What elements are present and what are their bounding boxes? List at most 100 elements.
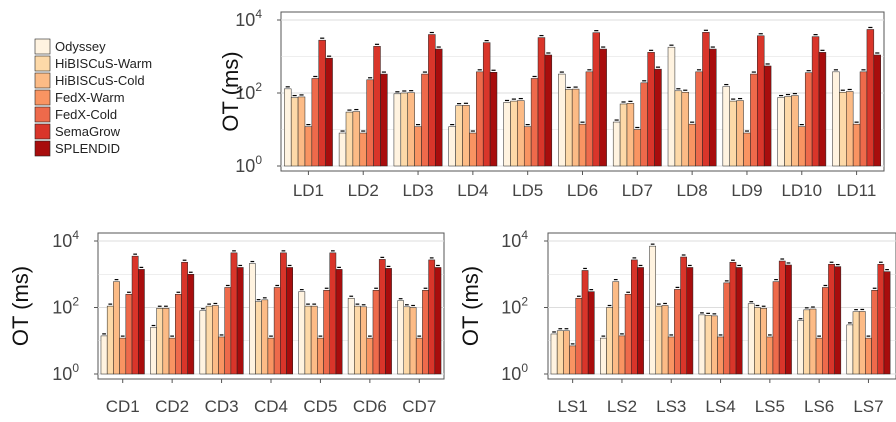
bar	[249, 263, 256, 375]
bar	[866, 29, 875, 167]
bar	[578, 123, 587, 167]
bar	[218, 336, 225, 375]
bar	[397, 300, 405, 375]
bar	[255, 301, 262, 375]
x-tick-label: LD3	[402, 181, 433, 200]
bar	[709, 48, 717, 167]
bar	[137, 269, 145, 375]
bar	[360, 306, 368, 375]
bar	[649, 245, 657, 375]
legend-swatch	[34, 55, 51, 72]
bar	[637, 267, 644, 375]
bar	[125, 294, 133, 375]
bar	[393, 93, 402, 167]
bar	[839, 91, 847, 167]
legend-swatch	[34, 123, 51, 140]
bar	[743, 132, 751, 167]
x-tick-label: LD1	[293, 181, 324, 200]
bar	[537, 37, 546, 167]
bar	[563, 330, 570, 375]
bar	[834, 266, 842, 375]
bar	[298, 291, 306, 375]
bar	[736, 100, 744, 167]
bar	[680, 256, 687, 375]
bar	[565, 89, 573, 167]
y-tick-label: 104	[235, 7, 262, 30]
bar	[763, 65, 772, 167]
bar	[612, 121, 621, 167]
bar	[661, 305, 669, 375]
bar	[772, 281, 780, 375]
y-tick-label: 102	[235, 80, 262, 103]
bar	[846, 324, 854, 375]
bar	[455, 105, 463, 167]
bar	[174, 294, 182, 375]
bar	[113, 281, 120, 375]
bar	[883, 271, 891, 375]
bar	[558, 73, 566, 167]
bar	[317, 337, 324, 375]
chart-panel-2: CD1 CD2 CD3 CD4 CD5 CD6 CD7 100 102 104 OT (ms)	[8, 228, 445, 416]
bar	[871, 290, 878, 375]
x-tick-label: LS6	[804, 397, 834, 416]
bar	[729, 261, 737, 375]
bar	[722, 86, 730, 167]
bar	[318, 39, 326, 167]
bar	[735, 267, 743, 375]
x-tick-label: LD6	[567, 181, 598, 200]
bar	[681, 91, 689, 167]
bar	[599, 48, 607, 167]
bar	[286, 267, 293, 375]
bar	[168, 337, 176, 375]
bar	[119, 337, 127, 375]
bar	[821, 287, 829, 375]
bar	[380, 73, 388, 167]
bar	[600, 337, 607, 375]
bar	[704, 315, 712, 375]
legend-swatch	[34, 106, 51, 123]
bar	[828, 263, 835, 375]
legend-swatch	[34, 140, 51, 157]
bar	[510, 100, 518, 167]
bar	[550, 333, 558, 375]
bar	[815, 337, 823, 375]
y-tick-label: 100	[235, 153, 262, 176]
bar	[626, 103, 635, 167]
bar	[428, 34, 436, 167]
bar	[811, 36, 820, 167]
bar	[448, 126, 456, 167]
bar	[859, 71, 868, 167]
x-tick-label: LS7	[853, 397, 883, 416]
bar	[100, 335, 108, 375]
bar	[717, 336, 724, 375]
bar	[618, 335, 626, 375]
bar	[372, 290, 380, 375]
bar	[407, 92, 415, 167]
bar	[378, 259, 386, 375]
x-tick-label: CD5	[303, 397, 337, 416]
chart-panel-3: LS1 LS2 LS3 LS4 LS5 LS6 LS7 100 102 104 OT (ms)	[458, 228, 896, 416]
bar	[304, 305, 312, 375]
bar	[674, 289, 681, 375]
bar	[329, 252, 337, 375]
bar	[581, 270, 589, 375]
bar	[698, 314, 706, 375]
bar	[373, 46, 381, 167]
bar	[428, 259, 436, 375]
y-tick-label: 104	[52, 228, 79, 251]
bar	[803, 309, 811, 375]
bar	[723, 282, 731, 375]
bar	[462, 105, 470, 167]
bar	[647, 52, 655, 167]
bar	[630, 259, 638, 375]
bar	[345, 111, 354, 167]
bar	[686, 267, 694, 375]
bar	[797, 320, 804, 375]
bar	[310, 305, 318, 375]
bar	[530, 78, 539, 167]
bar	[667, 336, 675, 375]
legend-swatch	[34, 89, 51, 106]
bar	[434, 267, 442, 375]
x-tick-label: LD7	[622, 181, 653, 200]
